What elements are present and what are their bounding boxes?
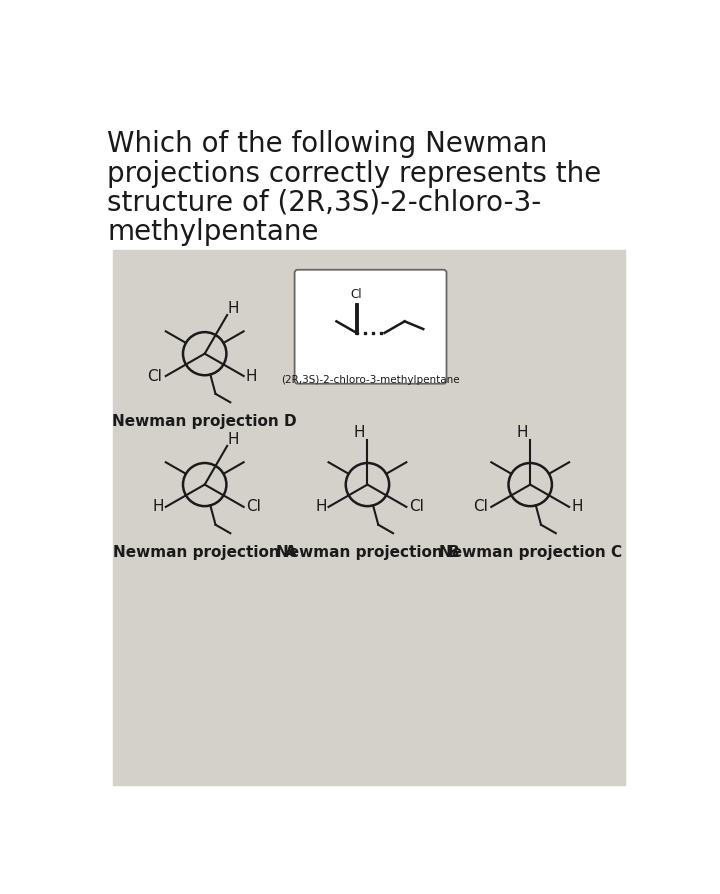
Text: H: H: [152, 500, 163, 514]
Text: Cl: Cl: [246, 500, 261, 514]
Text: methylpentane: methylpentane: [107, 218, 318, 246]
Text: (2R,3S)-2-chloro-3-methylpentane: (2R,3S)-2-chloro-3-methylpentane: [282, 375, 460, 385]
Bar: [113, 249, 625, 785]
FancyBboxPatch shape: [294, 270, 446, 384]
Text: Cl: Cl: [351, 288, 362, 300]
Text: Cl: Cl: [409, 500, 424, 514]
Text: Newman projection D: Newman projection D: [112, 414, 297, 429]
Text: Newman projection C: Newman projection C: [438, 544, 622, 560]
Text: H: H: [228, 301, 239, 316]
Text: H: H: [315, 500, 327, 514]
Text: H: H: [354, 425, 366, 440]
Text: Which of the following Newman: Which of the following Newman: [107, 131, 547, 158]
Text: H: H: [517, 425, 528, 440]
Text: H: H: [571, 500, 582, 514]
Text: projections correctly represents the: projections correctly represents the: [107, 160, 601, 188]
Text: H: H: [228, 432, 239, 447]
Text: H: H: [246, 368, 257, 384]
Text: Newman projection B: Newman projection B: [276, 544, 459, 560]
Text: Cl: Cl: [148, 368, 162, 384]
Text: structure of (2R,3S)-2-chloro-3-: structure of (2R,3S)-2-chloro-3-: [107, 189, 541, 217]
Text: Cl: Cl: [473, 500, 488, 514]
Text: Newman projection A: Newman projection A: [113, 544, 297, 560]
